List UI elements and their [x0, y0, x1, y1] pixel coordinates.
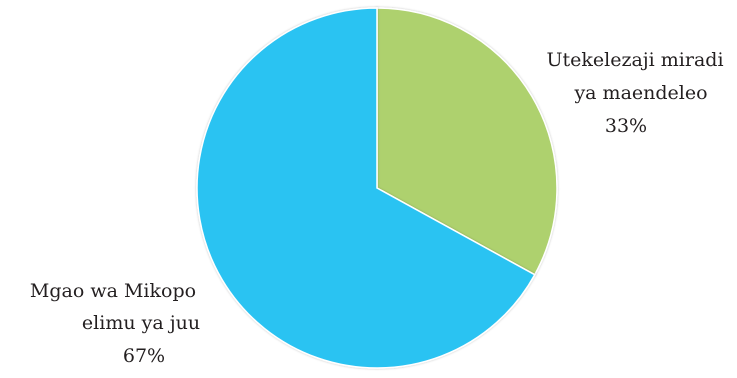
pie-slice-1 [196, 7, 536, 369]
pie-labels: Utekelezaji miradi ya maendeleo 33% Mgao… [30, 49, 724, 367]
slice-value-label-mgao: 67% [123, 345, 165, 367]
pie-slice-0 [376, 7, 558, 276]
slice-label-mgao-line-2: elimu ya juu [82, 312, 200, 334]
slice-label-utekelezaji-line-2: ya maendeleo [573, 82, 707, 104]
slice-label-mgao-line-1: Mgao wa Mikopo [30, 280, 196, 302]
slice-label-utekelezaji-line-1: Utekelezaji miradi [546, 49, 723, 71]
pie-slices [196, 7, 558, 369]
slice-value-label-utekelezaji: 33% [605, 115, 647, 137]
